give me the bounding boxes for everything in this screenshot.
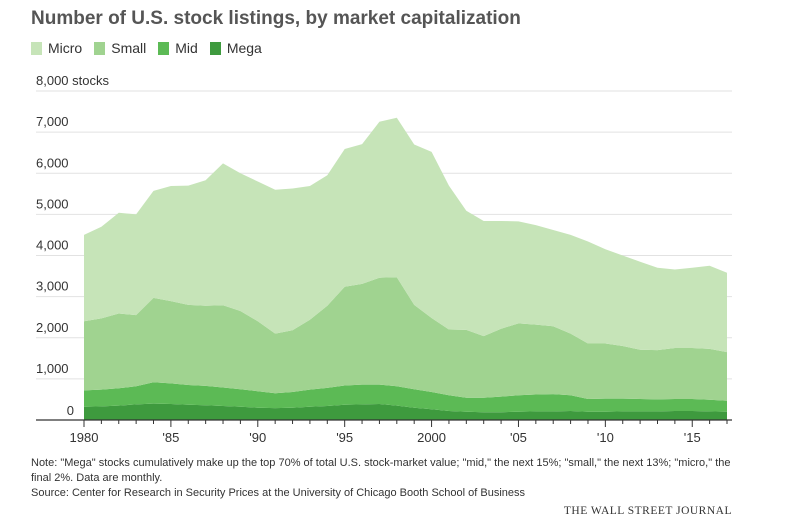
- stacked-area-chart: 8,000 stocks 7,000 6,000 5,000 4,000 3,000 2,0…: [36, 73, 732, 445]
- x-tick-label-1995: '95: [336, 430, 353, 445]
- y-tick-label-1000: 1,000: [36, 361, 69, 376]
- y-tick-label-7000: 7,000: [36, 114, 69, 129]
- legend-swatch-mid: [158, 41, 170, 55]
- legend-swatch-small: [94, 41, 106, 55]
- x-tick-label-1980: 1980: [70, 430, 99, 445]
- series-area-mega: [84, 403, 727, 420]
- legend-swatch-mega: [209, 41, 221, 55]
- legend-item-mid: Mid: [158, 40, 198, 56]
- legend-swatch-micro: [31, 41, 42, 55]
- y-tick-label-5000: 5,000: [36, 196, 69, 211]
- x-tick-label-1985: '85: [162, 430, 179, 445]
- x-tick-label-1990: '90: [249, 430, 266, 445]
- x-tick-label-2000: 2000: [417, 430, 446, 445]
- y-tick-label-4000: 4,000: [36, 238, 69, 253]
- legend-item-mega: Mega: [209, 40, 262, 56]
- y-tick-label-3000: 3,000: [36, 279, 69, 294]
- legend-item-micro: Micro: [31, 40, 82, 56]
- legend-label-micro: Micro: [48, 40, 83, 56]
- y-tick-label-8000: 8,000 stocks: [36, 73, 109, 88]
- chart-note: Note: "Mega" stocks cumulatively make up…: [31, 457, 731, 484]
- series-area-mid: [84, 382, 727, 413]
- series-area-small: [84, 277, 727, 401]
- y-tick-label-2000: 2,000: [36, 320, 69, 335]
- legend: Micro Small Mid Mega: [31, 40, 262, 56]
- chart-source: Source: Center for Research in Security …: [31, 487, 526, 499]
- y-tick-label-6000: 6,000: [36, 155, 69, 170]
- y-tick-label-0: 0: [67, 403, 74, 418]
- x-tick-label-2015: '15: [684, 430, 701, 445]
- series-area-micro: [84, 117, 727, 353]
- chart-title: Number of U.S. stock listings, by market…: [31, 8, 521, 29]
- x-tick-label-2010: '10: [597, 430, 614, 445]
- legend-label-mega: Mega: [226, 40, 262, 56]
- legend-label-mid: Mid: [175, 40, 198, 56]
- x-tick-label-2005: '05: [510, 430, 527, 445]
- legend-label-small: Small: [111, 40, 147, 56]
- publisher-logo: THE WALL STREET JOURNAL: [563, 505, 732, 517]
- legend-item-small: Small: [94, 40, 146, 56]
